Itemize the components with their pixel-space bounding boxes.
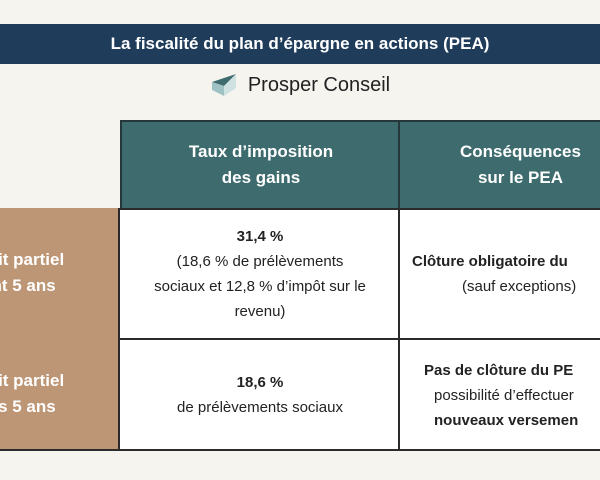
folded-paper-plane-icon	[211, 74, 236, 96]
consequence-bold: Pas de clôture du PE	[424, 361, 574, 379]
tax-rate-value: 31,4 %	[236, 228, 284, 245]
header-tax-rate-line2: des gains	[221, 168, 301, 187]
header-consequences: Conséquences sur le PEA	[398, 120, 600, 208]
page-title: La fiscalité du plan d’épargne en action…	[110, 34, 490, 53]
consequence-bold: Clôture obligatoire du	[412, 253, 568, 270]
tax-detail-line3: revenu)	[234, 303, 286, 320]
row-label-after-5-years: rait partiel rès 5 ans	[0, 338, 120, 450]
tax-detail-line1: (18,6 % de prélèvements	[176, 253, 344, 270]
consequence-bold-2: nouveaux versemen	[434, 411, 579, 429]
brand: Prosper Conseil	[0, 64, 600, 106]
row-label-line2: ant 5 ans	[0, 276, 56, 295]
header-tax-rate: Taux d’imposition des gains	[120, 120, 400, 208]
cell-consequence-before-5-years: Clôture obligatoire du (sauf exceptions)	[398, 208, 600, 338]
page-title-banner: La fiscalité du plan d’épargne en action…	[0, 24, 600, 64]
header-tax-rate-line1: Taux d’imposition	[188, 142, 334, 161]
header-consequences-line1: Conséquences	[460, 142, 581, 161]
cell-tax-before-5-years: 31,4 % (18,6 % de prélèvements sociaux e…	[118, 208, 400, 338]
cell-tax-after-5-years: 18,6 % de prélèvements sociaux	[118, 338, 400, 450]
row-label-line2: rès 5 ans	[0, 397, 56, 416]
header-consequences-line2: sur le PEA	[477, 168, 563, 187]
tax-detail-line1: de prélèvements sociaux	[177, 399, 343, 416]
table-bottom-border	[0, 449, 600, 451]
row-label-line1: rait partiel	[0, 250, 65, 269]
tax-rate-value: 18,6 %	[236, 374, 284, 391]
row-label-line1: rait partiel	[0, 371, 65, 390]
brand-name: Prosper Conseil	[247, 73, 391, 96]
row-label-before-5-years: rait partiel ant 5 ans	[0, 208, 120, 338]
consequence-detail: (sauf exceptions)	[462, 278, 577, 295]
cell-consequence-after-5-years: Pas de clôture du PE possibilité d’effec…	[398, 338, 600, 450]
consequence-detail: possibilité d’effectuer	[434, 386, 574, 404]
tax-detail-line2: sociaux et 12,8 % d’impôt sur le	[154, 278, 366, 295]
